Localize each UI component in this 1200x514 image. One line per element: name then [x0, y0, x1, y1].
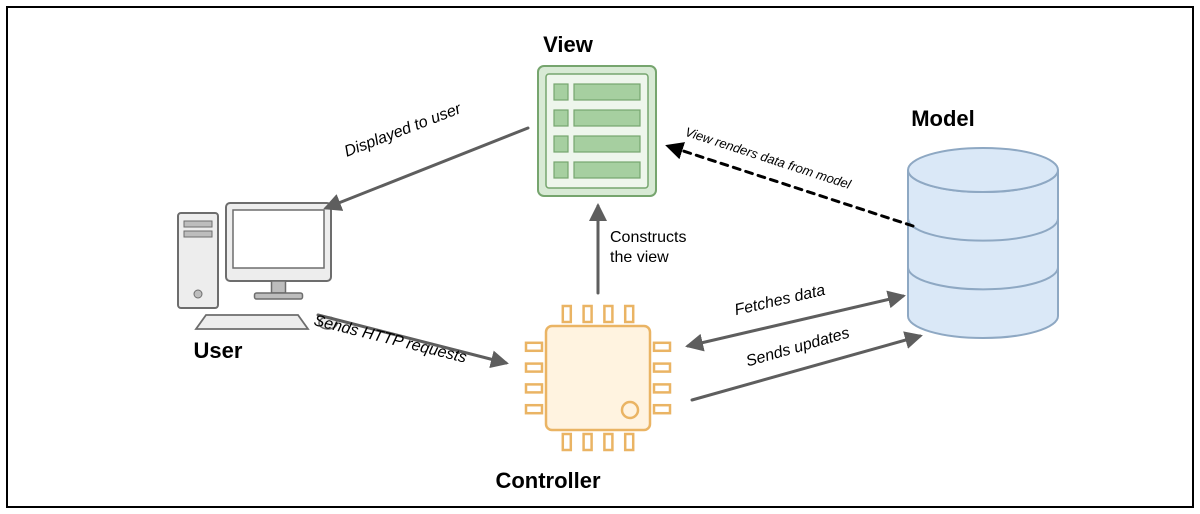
diagram-svg: [8, 8, 1192, 506]
diagram-frame: ViewUserControllerModelDisplayed to user…: [6, 6, 1194, 508]
view-label: View: [543, 32, 593, 58]
user-label: User: [194, 338, 243, 364]
edge-label-constructs: Constructsthe view: [610, 228, 686, 268]
model-label: Model: [911, 106, 975, 132]
controller-label: Controller: [495, 468, 600, 494]
